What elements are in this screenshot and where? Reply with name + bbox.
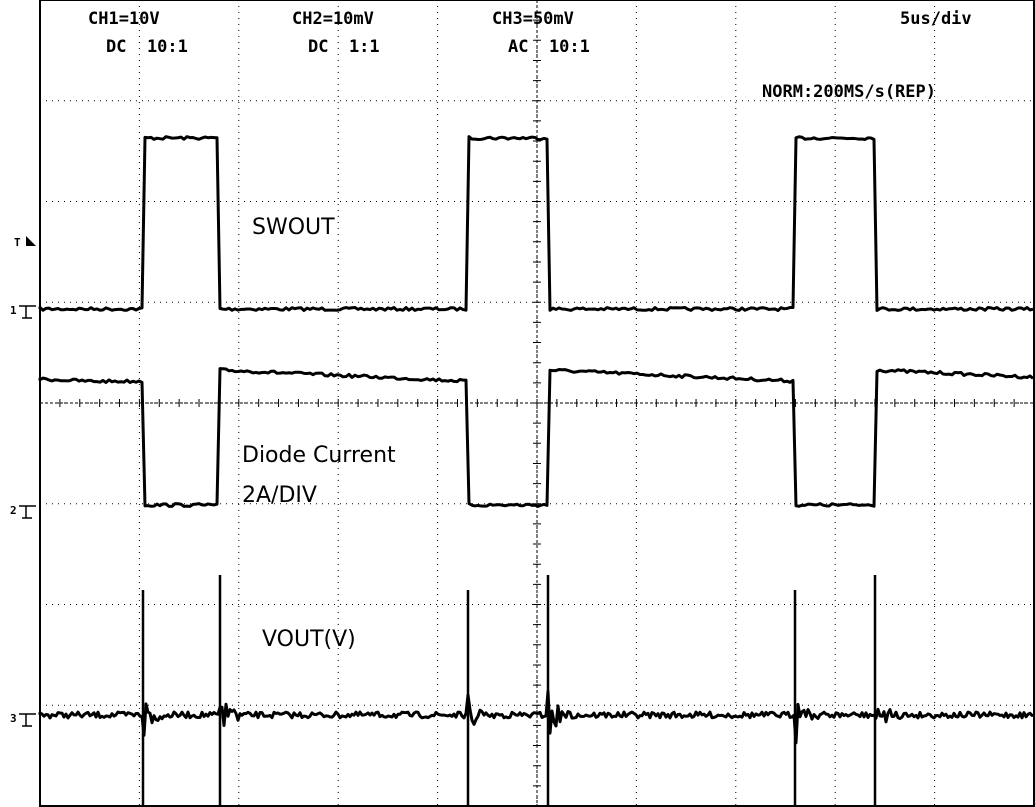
- timebase: 5us/div: [900, 9, 972, 29]
- ch2-marker: 2: [10, 504, 17, 517]
- ch3-marker: 3: [10, 712, 17, 725]
- ch3-coupling: AC 10:1: [508, 37, 590, 57]
- waveforms: [38, 135, 1035, 806]
- vout-spikes: [141, 575, 877, 806]
- label-diode: Diode Current: [242, 443, 396, 468]
- ch1-coupling: DC 10:1: [106, 37, 188, 57]
- ch1-scale: CH1=10V: [88, 9, 160, 29]
- ch1-marker: 1: [10, 304, 17, 317]
- label-vout: VOUT(V): [262, 627, 356, 652]
- diode-trace: [38, 367, 1034, 508]
- acq-mode: NORM:200MS/s(REP): [762, 82, 936, 102]
- ch2-coupling: DC 1:1: [308, 37, 380, 57]
- label-scale: 2A/DIV: [242, 483, 317, 508]
- vout-trace: [38, 689, 1035, 745]
- trigger-arrow: [26, 236, 36, 246]
- label-swout: SWOUT: [252, 215, 335, 240]
- ch2-scale: CH2=10mV: [292, 9, 374, 29]
- swout-trace: [38, 135, 1034, 312]
- ch3-scale: CH3=50mV: [492, 9, 574, 29]
- ground-symbols: [19, 305, 36, 727]
- trigger-marker: T: [14, 236, 21, 249]
